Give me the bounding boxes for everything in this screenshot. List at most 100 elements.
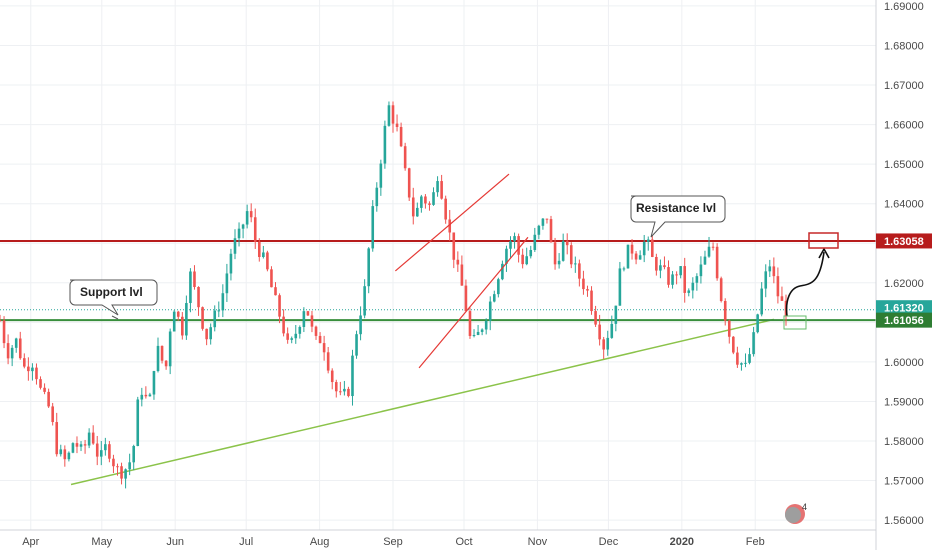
candle-body <box>112 458 115 467</box>
candle-body <box>553 242 557 265</box>
drawings-over[interactable] <box>111 173 529 369</box>
candle-body <box>663 265 666 268</box>
candle-body <box>39 379 42 388</box>
candle-body <box>23 358 26 367</box>
candle-body <box>501 263 504 280</box>
candle-body <box>104 444 107 451</box>
candle-body <box>537 225 541 235</box>
candle-body <box>411 197 415 217</box>
x-tick-label: Feb <box>746 536 765 548</box>
candle-body <box>128 462 131 470</box>
candle-body <box>181 316 184 336</box>
candle-body <box>582 278 585 290</box>
x-tick-label: Apr <box>22 536 39 548</box>
candle-body <box>140 394 144 400</box>
resistance-callout[interactable]: Resistance lvl <box>630 195 726 238</box>
candle-body <box>744 362 747 364</box>
y-tick-label: 1.67000 <box>884 80 924 92</box>
candle-body <box>355 334 358 356</box>
candle-body <box>51 406 54 423</box>
candle-body <box>416 207 419 217</box>
candle-body <box>732 336 735 353</box>
candle-body <box>27 366 30 372</box>
x-tick-label: Jun <box>166 536 184 548</box>
price-label-support: 1.61056 <box>876 312 932 328</box>
candle-body <box>18 338 22 359</box>
candle-body <box>610 323 614 338</box>
candle-body <box>43 387 46 392</box>
candle-body <box>736 352 739 365</box>
candle-body <box>79 444 83 447</box>
candle-body <box>116 466 119 468</box>
candle-body <box>201 307 204 329</box>
entry-zone-box[interactable] <box>783 315 807 330</box>
candle-body <box>484 320 488 330</box>
candle-body <box>334 382 338 392</box>
candle-body <box>452 232 456 260</box>
candle-body <box>476 331 480 336</box>
candle-body <box>225 273 229 294</box>
candle-body <box>282 316 285 334</box>
candle-body <box>715 246 719 279</box>
candle-body <box>75 443 79 447</box>
candle-body <box>659 265 662 271</box>
candle-body <box>513 236 516 242</box>
candle-body <box>488 301 492 321</box>
candle-body <box>545 218 549 220</box>
projection-arrow[interactable] <box>785 251 825 317</box>
candle-body <box>480 329 484 332</box>
candle-body <box>428 203 431 205</box>
candle-body <box>339 391 342 393</box>
support-callout[interactable]: Support lvl <box>69 279 158 316</box>
support-callout-label: Support lvl <box>80 285 143 299</box>
x-tick-label: Aug <box>310 536 330 548</box>
logo-badge: 4 <box>785 502 807 524</box>
candle-body <box>655 256 658 271</box>
candle-body <box>525 256 529 265</box>
candle-body <box>379 163 383 188</box>
candle-body <box>318 335 322 344</box>
candle-body <box>330 370 334 383</box>
x-tick-label: Nov <box>528 536 548 548</box>
candle-body <box>407 168 411 198</box>
candle-body <box>723 301 727 321</box>
candle-body <box>314 326 318 336</box>
candle-body <box>363 286 366 316</box>
x-tick-label: May <box>91 536 112 548</box>
candle-body <box>606 337 610 350</box>
candle-body <box>172 311 176 332</box>
candle-body <box>67 452 71 460</box>
candle-body <box>132 446 136 463</box>
candle-body <box>213 310 217 328</box>
y-tick-label: 1.69000 <box>884 1 924 13</box>
candle-body <box>561 241 565 261</box>
candle-body <box>209 327 212 340</box>
candle-body <box>472 335 476 337</box>
candle-body <box>752 332 755 355</box>
candle-body <box>124 469 127 479</box>
badge-count: 4 <box>802 502 807 512</box>
candle-body <box>326 352 330 371</box>
candles-layer <box>0 101 788 489</box>
target-zone-box[interactable] <box>808 232 839 249</box>
candle-body <box>630 244 634 254</box>
candle-body <box>671 274 674 285</box>
candle-body <box>229 253 233 274</box>
candle-body <box>371 206 375 249</box>
candle-body <box>505 248 508 264</box>
resistance-callout-label: Resistance lvl <box>636 201 716 215</box>
candle-body <box>302 311 306 327</box>
candle-body <box>634 253 638 260</box>
price-label-support-text: 1.61056 <box>884 315 924 327</box>
candle-body <box>95 443 99 457</box>
candle-body <box>424 196 427 204</box>
x-tick-label: 2020 <box>670 536 694 548</box>
candle-body <box>359 315 362 335</box>
candle-body <box>83 444 87 446</box>
candle-body <box>675 274 678 276</box>
ascending-trendline <box>70 318 775 486</box>
candle-body <box>99 450 103 457</box>
x-tick-label: Dec <box>599 536 619 548</box>
